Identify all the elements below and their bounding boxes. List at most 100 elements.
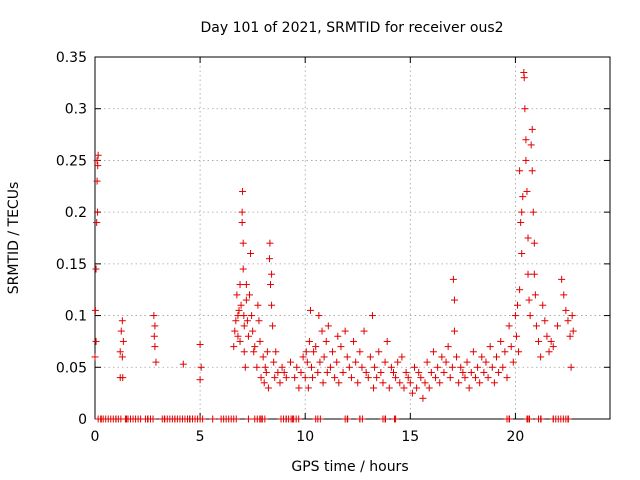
data-point (272, 348, 280, 356)
data-point (476, 379, 484, 387)
y-tick-label: 0.3 (65, 102, 87, 118)
data-point (334, 332, 342, 340)
data-point (463, 358, 471, 366)
data-point (448, 363, 456, 371)
data-point (450, 296, 458, 304)
data-point (234, 332, 242, 340)
data-point (396, 379, 404, 387)
data-point (282, 374, 290, 382)
data-point (197, 363, 205, 371)
data-point (515, 348, 523, 356)
data-point (389, 368, 397, 376)
data-point (323, 368, 331, 376)
data-point (394, 358, 402, 366)
data-point (347, 374, 355, 382)
y-tick-label: 0.15 (56, 257, 87, 273)
data-point (358, 363, 366, 371)
data-point (236, 337, 244, 345)
data-point (478, 353, 486, 361)
data-point (358, 415, 366, 423)
data-point (233, 291, 241, 299)
data-point (286, 358, 294, 366)
data-point (254, 301, 262, 309)
data-point (232, 317, 240, 325)
data-point (480, 368, 488, 376)
data-point (179, 360, 187, 368)
data-point (440, 368, 448, 376)
data-point (116, 348, 124, 356)
data-point (257, 374, 265, 382)
data-point (532, 322, 540, 330)
data-point (149, 415, 157, 423)
data-point (315, 312, 323, 320)
data-point (118, 353, 126, 361)
data-point (370, 384, 378, 392)
data-point (302, 348, 310, 356)
data-point (514, 301, 522, 309)
data-point (94, 208, 102, 216)
data-point (545, 348, 553, 356)
data-point (260, 379, 268, 387)
data-point (119, 374, 127, 382)
data-point (326, 363, 334, 371)
data-point (530, 239, 538, 247)
data-point (295, 384, 303, 392)
data-point (406, 379, 414, 387)
data-point (93, 218, 101, 226)
data-point (280, 368, 288, 376)
data-point (539, 301, 547, 309)
data-point (558, 275, 566, 283)
data-point (237, 301, 245, 309)
data-point (381, 358, 389, 366)
data-point (209, 415, 217, 423)
data-point (461, 374, 469, 382)
data-point (150, 332, 158, 340)
data-point (196, 341, 204, 349)
data-point (250, 348, 258, 356)
data-point (549, 343, 557, 351)
data-point (339, 368, 347, 376)
data-point (537, 353, 545, 361)
data-point (519, 193, 527, 201)
data-point (234, 312, 242, 320)
data-point (564, 415, 572, 423)
data-point (344, 415, 352, 423)
data-point (278, 363, 286, 371)
data-point (244, 332, 252, 340)
data-point (297, 368, 305, 376)
data-point (305, 337, 313, 345)
data-point (276, 379, 284, 387)
data-point (474, 363, 482, 371)
data-point (568, 312, 576, 320)
data-point (239, 265, 247, 273)
data-point (562, 306, 570, 314)
data-point (400, 384, 408, 392)
x-tick-label: 5 (196, 429, 205, 445)
data-point (314, 368, 322, 376)
data-point (488, 363, 496, 371)
data-point (518, 208, 526, 216)
data-point (256, 337, 264, 345)
data-point (335, 379, 343, 387)
data-point (329, 348, 337, 356)
data-point (230, 343, 238, 351)
data-point (151, 343, 159, 351)
data-point (239, 239, 247, 247)
data-point (375, 348, 383, 356)
data-point (517, 218, 525, 226)
data-point (499, 363, 507, 371)
data-point (331, 374, 339, 382)
data-point (465, 384, 473, 392)
data-point (543, 332, 551, 340)
data-point (303, 358, 311, 366)
data-point (529, 208, 537, 216)
data-point (383, 337, 391, 345)
data-point (246, 291, 253, 299)
data-point (93, 156, 101, 164)
data-point (525, 296, 533, 304)
data-point (524, 234, 532, 242)
grid (95, 57, 610, 419)
data-point (371, 363, 379, 371)
data-point (239, 187, 247, 195)
data-point (408, 389, 416, 397)
